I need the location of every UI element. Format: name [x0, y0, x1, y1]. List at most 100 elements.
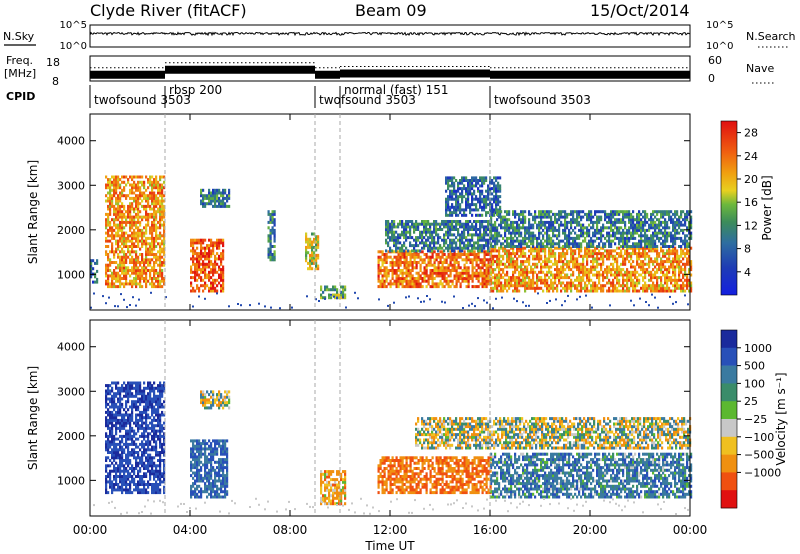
- power-cell: [606, 226, 609, 230]
- power-cell: [544, 210, 547, 214]
- power-cell: [455, 253, 458, 256]
- power-cell: [475, 184, 478, 188]
- power-cell: [107, 253, 110, 256]
- power-cell: [451, 220, 454, 223]
- power-cell: [508, 245, 511, 248]
- power-cell: [267, 236, 270, 240]
- power-cell: [672, 234, 675, 238]
- power-cell: [125, 258, 128, 262]
- power-cell: [552, 276, 555, 280]
- power-cell: [608, 242, 611, 246]
- power-cell: [159, 194, 162, 198]
- power-cell: [670, 218, 673, 222]
- power-cell: [660, 260, 663, 264]
- power-cell: [119, 285, 122, 289]
- power-cell: [588, 276, 591, 280]
- power-cell: [149, 253, 152, 256]
- power-cell: [467, 271, 470, 275]
- power-cell: [658, 262, 661, 266]
- power-cell: [437, 246, 440, 250]
- power-cell: [135, 199, 138, 203]
- power-cell: [485, 200, 488, 204]
- power-cell: [206, 276, 209, 280]
- power-cell: [149, 274, 152, 278]
- power-cell: [494, 242, 497, 246]
- power-cell: [644, 223, 647, 227]
- power-cell: [453, 228, 456, 231]
- power-cell: [558, 278, 561, 282]
- power-cell: [504, 284, 507, 288]
- power-cell: [429, 263, 432, 267]
- power-cell: [688, 236, 691, 240]
- power-cell: [305, 248, 308, 252]
- power-cell: [504, 210, 507, 214]
- power-cell: [576, 223, 579, 227]
- power-cell: [622, 281, 625, 285]
- power-cell: [490, 215, 493, 219]
- power-cell: [487, 195, 490, 199]
- power-cell: [127, 245, 130, 248]
- power-cell: [481, 249, 484, 253]
- power-cell: [564, 257, 567, 261]
- power-cell: [111, 188, 114, 192]
- power-cell: [224, 204, 227, 208]
- power-cell: [586, 276, 589, 280]
- power-cell: [674, 223, 677, 227]
- power-cell: [495, 189, 498, 193]
- power-cell: [612, 268, 615, 272]
- power-cell: [568, 262, 571, 266]
- power-cell: [652, 273, 655, 277]
- power-cell: [425, 255, 428, 259]
- power-cell: [411, 244, 414, 248]
- power-cell: [632, 220, 635, 224]
- power-cell: [429, 277, 432, 280]
- power-cell: [267, 250, 270, 254]
- power-cell: [117, 180, 120, 184]
- power-cell: [119, 274, 122, 278]
- power-cell: [133, 242, 136, 246]
- power-cell: [656, 218, 659, 222]
- power-cell: [508, 218, 511, 222]
- power-cell: [393, 233, 396, 237]
- power-cell: [504, 245, 507, 248]
- power-cell: [218, 257, 221, 261]
- power-cell: [139, 180, 142, 184]
- power-cell: [137, 277, 140, 280]
- power-cell: [620, 262, 623, 266]
- power-cell: [214, 188, 217, 192]
- power-cell: [387, 255, 390, 259]
- power-cell: [159, 223, 162, 227]
- power-cell: [506, 228, 509, 232]
- power-cell: [151, 277, 154, 280]
- power-cell: [409, 230, 412, 234]
- power-cell: [107, 239, 110, 243]
- power-cell: [119, 245, 122, 248]
- power-cell: [115, 239, 118, 243]
- power-cell: [508, 262, 511, 266]
- power-cell: [222, 204, 225, 208]
- power-cell: [682, 228, 685, 232]
- power-cell: [578, 242, 581, 246]
- power-cell: [558, 223, 561, 227]
- cpid-label: CPID: [6, 90, 35, 103]
- power-cell: [630, 236, 633, 240]
- power-cell: [115, 274, 118, 278]
- power-cell: [534, 262, 537, 266]
- power-cell: [141, 228, 144, 232]
- power-cell: [664, 226, 667, 230]
- power-cell: [123, 261, 126, 264]
- power-cell: [530, 268, 533, 272]
- power-cell: [514, 226, 517, 230]
- power-cell: [682, 257, 685, 261]
- power-cell: [473, 225, 476, 229]
- power-cell: [407, 282, 410, 286]
- power-cell: [496, 212, 499, 216]
- power-cell: [487, 246, 490, 250]
- power-cell: [608, 252, 611, 256]
- power-cell: [592, 273, 595, 277]
- power-cell: [449, 225, 452, 229]
- power-cell: [636, 262, 639, 266]
- power-cell: [117, 196, 120, 200]
- power-cell: [550, 278, 553, 282]
- power-cell: [540, 281, 543, 285]
